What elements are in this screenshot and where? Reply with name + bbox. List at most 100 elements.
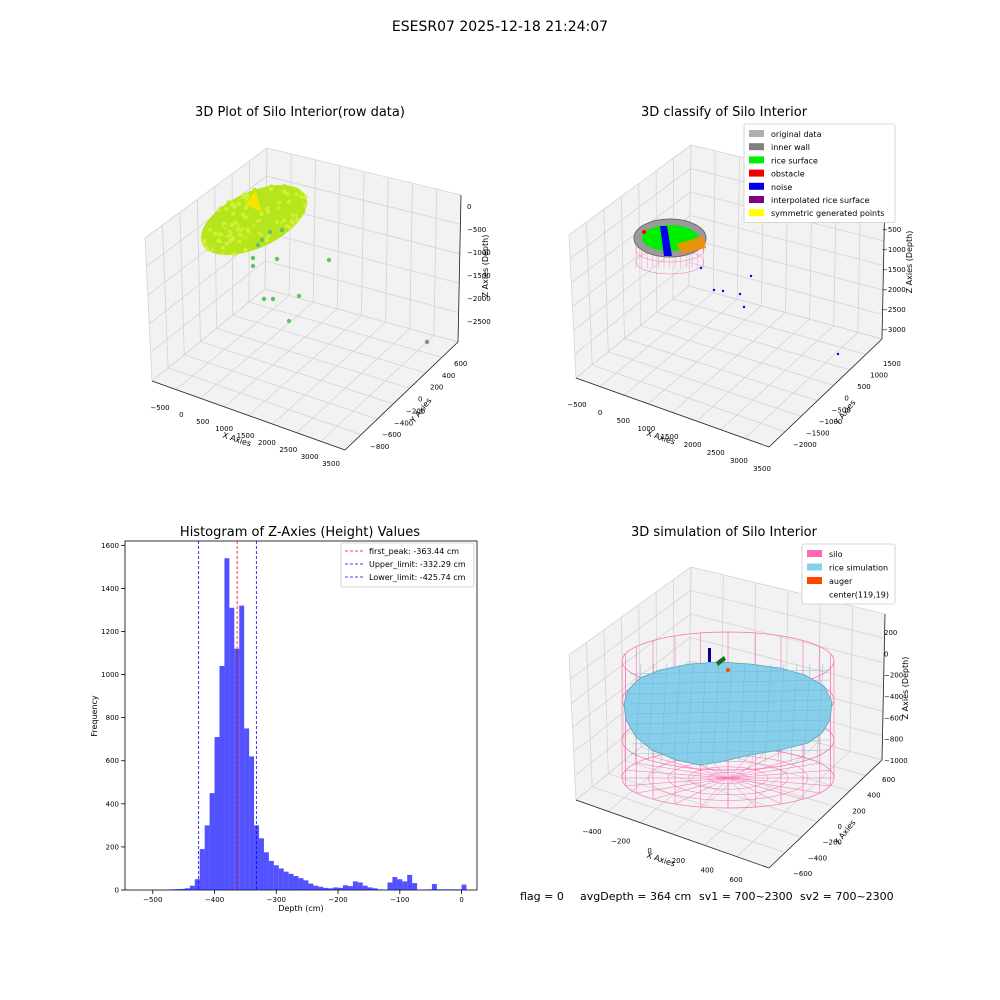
grid-line — [168, 367, 362, 435]
histogram-bar — [372, 888, 378, 890]
data-point — [265, 186, 270, 192]
histogram-legend-label: Lower_limit: -425.74 cm — [369, 573, 466, 582]
y-tick-label: −1500 — [806, 429, 830, 437]
z-axis-line — [881, 613, 886, 761]
data-point — [282, 189, 287, 194]
classify-legend-swatch — [749, 169, 764, 177]
grid-line — [146, 175, 267, 267]
silo-bottom-spoke — [727, 777, 820, 794]
data-point — [268, 204, 273, 209]
grid-line — [690, 566, 886, 615]
simulation-3d-panel: 3D simulation of Silo Interior −400 −200 0… — [568, 525, 910, 884]
y-axis-line — [768, 338, 883, 448]
data-point — [297, 213, 302, 219]
grid-line — [151, 288, 266, 382]
classify-legend-label: original data — [771, 130, 822, 139]
noise-point — [699, 266, 703, 270]
data-point — [290, 203, 295, 209]
z-tick-label: −500 — [882, 226, 901, 234]
data-point — [225, 216, 230, 221]
histogram-title: Histogram of Z-Axies (Height) Values — [180, 525, 420, 540]
histogram-bar — [318, 886, 324, 890]
x-axis-line — [151, 380, 346, 451]
classify-legend-swatch — [749, 143, 764, 151]
z-tick-label: −2500 — [882, 306, 906, 314]
silo-bottom-spoke — [727, 777, 756, 808]
data-point — [272, 193, 278, 199]
data-point — [233, 229, 238, 234]
y-tick-label: 600 — [454, 360, 467, 368]
x-tick-label: 3500 — [322, 460, 340, 468]
grid-line — [572, 637, 691, 728]
data-point — [210, 225, 216, 230]
histogram-bar — [456, 889, 462, 890]
data-point — [228, 217, 234, 222]
y-tick-label: 200 — [430, 384, 443, 392]
grid-line — [320, 335, 435, 442]
data-point — [303, 194, 308, 199]
outlier-point — [296, 293, 302, 299]
data-point — [290, 220, 296, 225]
grid-line — [568, 144, 692, 236]
y-tick-label: −2000 — [793, 441, 817, 449]
rice-mesh-line — [673, 663, 681, 763]
simulation-x-ticks: −400 −200 0 200 400 600 — [582, 828, 742, 884]
data-point — [276, 200, 282, 206]
data-point — [205, 238, 210, 243]
data-point — [260, 221, 266, 226]
data-point — [276, 225, 281, 230]
rice-mesh-line — [816, 663, 824, 763]
data-point — [253, 216, 259, 221]
silo-bottom-ring — [707, 772, 749, 784]
data-point — [252, 187, 257, 192]
z-tick-label: −1000 — [884, 757, 908, 765]
z-tick-label: −2000 — [467, 295, 491, 303]
classify-3d-box — [568, 144, 886, 448]
x-tick-label: 1000 — [637, 425, 655, 433]
histogram-bar — [170, 889, 176, 890]
data-point — [232, 204, 237, 210]
data-point — [202, 228, 207, 233]
data-point — [283, 227, 288, 232]
histogram-bar — [431, 883, 437, 890]
noise-point — [836, 352, 840, 356]
histogram-bar — [179, 888, 185, 890]
noise-point — [721, 289, 725, 293]
classify-legend-swatch — [749, 156, 764, 164]
rice-mesh-line — [738, 663, 746, 763]
data-point — [233, 220, 238, 225]
data-point — [225, 231, 230, 236]
histogram-bar — [298, 878, 304, 890]
data-point — [285, 203, 290, 208]
histogram-bar — [362, 885, 368, 890]
histogram-plot-area — [124, 540, 478, 891]
y-tick-label: 1400 — [101, 585, 119, 593]
pane-2 — [152, 289, 458, 450]
data-point — [207, 245, 213, 250]
noise-cluster — [660, 226, 672, 256]
grid-line — [433, 189, 438, 336]
rice-mesh-line — [699, 663, 707, 763]
raw-z-axis-label: Z Axies (Depth) — [481, 235, 490, 298]
grid-line — [575, 285, 690, 379]
grid-line — [214, 186, 217, 329]
silo-bottom-spoke — [652, 777, 729, 800]
histogram-bar — [392, 877, 398, 890]
auger-blade — [716, 656, 726, 666]
data-point — [274, 220, 280, 225]
grid-line — [574, 262, 690, 355]
classify-legend-swatch — [749, 130, 764, 137]
histogram-panel: Histogram of Z-Axies (Height) Values −50… — [90, 525, 478, 913]
data-point — [253, 235, 259, 240]
x-tick-label: 2000 — [684, 441, 702, 449]
raw-panel-title: 3D Plot of Silo Interior(row data) — [195, 105, 405, 120]
outlier-point — [261, 296, 267, 302]
histogram-bar — [184, 888, 190, 890]
classify-z-axis-label: Z Axies (Depth) — [905, 231, 914, 294]
raw-y-ticks: −800 −600 −400 −200 0 200 400 600 — [370, 360, 467, 451]
y-tick-label: 1500 — [883, 360, 901, 368]
z-tick-label: −500 — [467, 226, 486, 234]
data-point — [229, 222, 234, 228]
